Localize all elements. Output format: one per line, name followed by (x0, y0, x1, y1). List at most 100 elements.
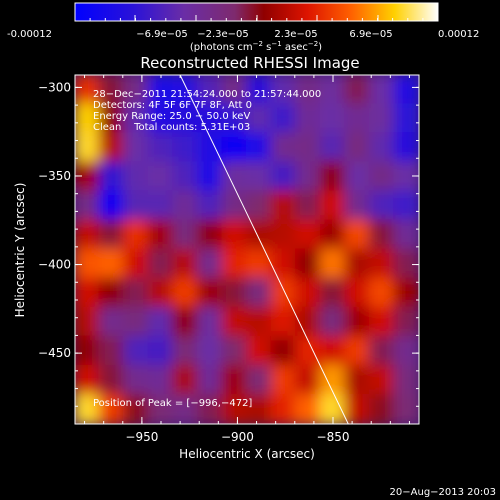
heatmap-cell (172, 161, 199, 193)
heatmap-cell (196, 393, 224, 424)
heatmap-cell (221, 335, 248, 367)
heatmap-cell (246, 219, 273, 251)
heatmap-cell (221, 248, 248, 280)
heatmap-cell (270, 364, 298, 396)
y-tick-label: −450 (38, 346, 71, 360)
heatmap-cell (75, 306, 101, 338)
heatmap-cell (75, 132, 101, 164)
heatmap-cell (319, 306, 347, 338)
heatmap-cell (270, 75, 298, 106)
heatmap-cell (172, 277, 199, 309)
heatmap-cell (319, 364, 347, 396)
colorbar-tick-label: −6.9e−05 (136, 29, 188, 40)
heatmap-cell (147, 248, 175, 280)
heatmap-cell (344, 190, 371, 222)
heatmap-cell (123, 190, 150, 222)
heatmap-cells (75, 75, 419, 424)
heatmap-cell (393, 132, 419, 164)
heatmap-cell (270, 103, 298, 135)
heatmap-cell (393, 277, 419, 309)
heatmap-cell (246, 306, 273, 338)
heatmap-cell (221, 75, 248, 106)
heatmap-cell (123, 306, 150, 338)
heatmap-cell (319, 161, 347, 193)
chart-title: Reconstructed RHESSI Image (140, 54, 359, 72)
colorbar-tick-label: 6.9e−05 (349, 29, 392, 40)
heatmap-cell (270, 335, 298, 367)
heatmap-cell (344, 393, 371, 424)
heatmap-cell (98, 248, 126, 280)
annotation-time: 28−Dec−2011 21:54:24.000 to 21:57:44.000 (93, 89, 321, 100)
heatmap-cell (98, 335, 126, 367)
heatmap-cell (123, 75, 150, 106)
heatmap-cell (221, 103, 248, 135)
heatmap-cell (196, 335, 224, 367)
heatmap-cell (368, 190, 396, 222)
heatmap-cell (246, 190, 273, 222)
heatmap-cell (246, 132, 273, 164)
heatmap-cell (196, 248, 224, 280)
heatmap-cell (295, 190, 322, 222)
colorbar-tick-label: 2.3e−05 (274, 29, 317, 40)
heatmap-cell (75, 393, 101, 424)
colorbar-unit-label: (photons cm−2 s−1 asec−2) (190, 40, 322, 53)
heatmap-cell (196, 161, 224, 193)
heatmap-cell (75, 75, 101, 106)
heatmap-cell (147, 75, 175, 106)
heatmap-cell (393, 335, 419, 367)
peak-position-label: Position of Peak = [−996,−472] (93, 398, 252, 409)
heatmap-cell (172, 190, 199, 222)
annotations: 28−Dec−2011 21:54:24.000 to 21:57:44.000… (93, 89, 321, 409)
heatmap-cell (75, 277, 101, 309)
heatmap-cell (393, 393, 419, 424)
heatmap-cell (172, 132, 199, 164)
heatmap-cell (98, 132, 126, 164)
heatmap-cell (147, 161, 175, 193)
heatmap-cell (393, 75, 419, 106)
heatmap-cell (147, 219, 175, 251)
x-axis-ticks: −950 −900 −850 (84, 75, 410, 444)
heatmap-cell (147, 393, 175, 424)
heatmap-cell (147, 132, 175, 164)
annotation-energy: Energy Range: 25.0 − 50.0 keV (93, 111, 250, 122)
heatmap-cell (344, 103, 371, 135)
heatmap-cell (246, 335, 273, 367)
heatmap-cell (147, 103, 175, 135)
heatmap-cell (196, 219, 224, 251)
heatmap-cell (172, 75, 199, 106)
heatmap-cell (172, 219, 199, 251)
heatmap-cell (246, 364, 273, 396)
heatmap-cell (98, 393, 126, 424)
heatmap-cell (344, 75, 371, 106)
heatmap-cell (270, 248, 298, 280)
solar-limb-line (179, 75, 349, 424)
heatmap-cell (123, 335, 150, 367)
heatmap-cell (246, 393, 273, 424)
heatmap-cell (123, 132, 150, 164)
heatmap-cell (221, 277, 248, 309)
heatmap-cell (393, 161, 419, 193)
plot-frame (74, 74, 420, 425)
heatmap-cell (75, 248, 101, 280)
y-tick-label: −300 (38, 80, 71, 94)
heatmap-cell (295, 132, 322, 164)
heatmap-cell (221, 132, 248, 164)
heatmap-cell (368, 306, 396, 338)
heatmap-cell (123, 364, 150, 396)
heatmap-cell (270, 277, 298, 309)
heatmap-cell (98, 161, 126, 193)
heatmap-cell (368, 335, 396, 367)
heatmap-cell (98, 277, 126, 309)
colorbar-tick-label: −2.3e−05 (197, 29, 249, 40)
heatmap-cell (123, 103, 150, 135)
heatmap-cell (172, 335, 199, 367)
heatmap-cell (393, 364, 419, 396)
heatmap-cell (295, 393, 322, 424)
heatmap-cell (368, 161, 396, 193)
heatmap-cell (221, 393, 248, 424)
colorbar-tick-label: -0.00012 (7, 29, 52, 40)
heatmap-cell (147, 190, 175, 222)
heatmap-cell (344, 335, 371, 367)
heatmap-cell (270, 393, 298, 424)
